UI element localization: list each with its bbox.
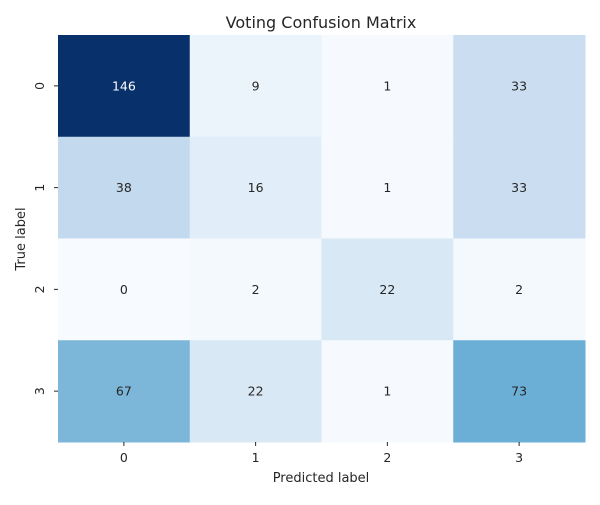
cell-value-3-3: 73	[511, 384, 527, 399]
x-axis-ticks: 0 1 2 3	[120, 442, 523, 465]
heatmap-cell-2-3	[453, 238, 586, 341]
cell-value-0-0: 146	[112, 78, 136, 93]
y-axis-label: True label	[14, 207, 29, 271]
heatmap-cell-1-3	[453, 136, 586, 239]
y-tick-label-3: 3	[32, 387, 47, 395]
heatmap-cell-0-2	[321, 35, 454, 138]
heatmap-cell-3-2	[321, 340, 454, 443]
heatmap-cell-1-1	[189, 136, 322, 239]
cell-value-1-0: 38	[116, 180, 132, 195]
chart-title: Voting Confusion Matrix	[226, 13, 417, 32]
cell-value-1-3: 33	[511, 180, 527, 195]
heatmap-cell-3-0	[58, 340, 191, 443]
heatmap-cell-0-3	[453, 35, 586, 138]
heatmap-cell-0-0	[58, 35, 191, 138]
heatmap-cell-2-2	[321, 238, 454, 341]
y-tick-label-0: 0	[32, 82, 47, 90]
cell-value-0-3: 33	[511, 78, 527, 93]
cell-value-2-2: 22	[379, 282, 395, 297]
y-tick-label-1: 1	[32, 184, 47, 192]
x-tick-label-0: 0	[120, 450, 128, 465]
cell-value-2-3: 2	[515, 282, 523, 297]
x-tick-label-3: 3	[515, 450, 523, 465]
x-tick-label-2: 2	[383, 450, 391, 465]
cell-value-1-2: 1	[383, 180, 391, 195]
cell-value-0-2: 1	[383, 78, 391, 93]
cell-value-0-1: 9	[252, 78, 260, 93]
cell-value-3-2: 1	[383, 384, 391, 399]
heatmap-cell-0-1	[189, 35, 322, 138]
cell-value-1-1: 16	[248, 180, 264, 195]
y-axis-ticks: 0 1 2 3	[32, 82, 58, 395]
cell-value-2-0: 0	[120, 282, 128, 297]
heatmap-cell-1-2	[321, 136, 454, 239]
heatmap-cell-3-3	[453, 340, 586, 443]
x-tick-label-1: 1	[252, 450, 260, 465]
cell-value-3-1: 22	[248, 384, 264, 399]
heatmap-cell-2-1	[189, 238, 322, 341]
cell-value-3-0: 67	[116, 384, 132, 399]
x-axis-label: Predicted label	[273, 471, 370, 486]
heatmap-cell-2-0	[58, 238, 191, 341]
cell-value-2-1: 2	[252, 282, 260, 297]
heatmap-cell-1-0	[58, 136, 191, 239]
heatmap-cell-3-1	[189, 340, 322, 443]
y-tick-label-2: 2	[32, 285, 47, 293]
